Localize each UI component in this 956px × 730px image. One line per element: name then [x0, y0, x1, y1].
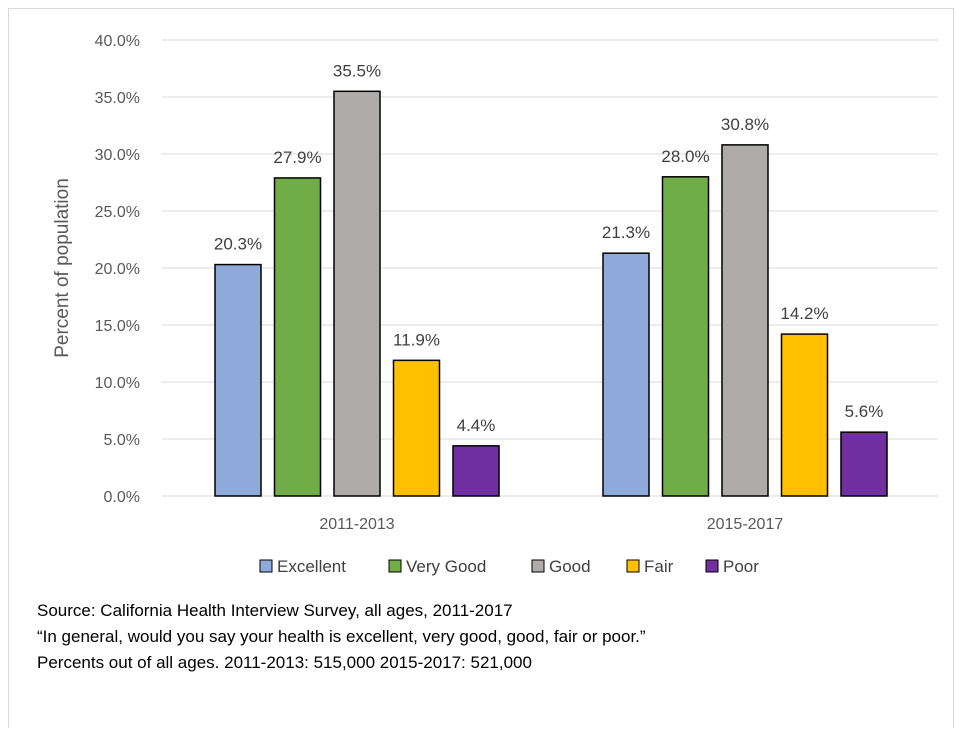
counts-note: Percents out of all ages. 2011-2013: 515… — [37, 653, 532, 672]
y-tick-label: 0.0% — [104, 489, 140, 506]
question-note: “In general, would you say your health i… — [37, 627, 646, 646]
legend-swatch — [531, 559, 545, 573]
data-label: 35.5% — [333, 61, 381, 80]
y-tick-label: 30.0% — [95, 147, 140, 164]
y-tick-label: 25.0% — [95, 204, 140, 221]
bar — [333, 90, 381, 497]
bar — [840, 431, 888, 497]
data-label: 4.4% — [457, 416, 496, 435]
bar — [721, 144, 769, 497]
y-axis-title: Percent of population — [52, 178, 73, 358]
legend-label: Very Good — [406, 557, 486, 576]
bar — [452, 445, 500, 497]
legend-label: Poor — [723, 557, 759, 576]
chart-notes: Source: California Health Interview Surv… — [37, 598, 646, 676]
data-label: 28.0% — [661, 147, 709, 166]
bar — [780, 333, 829, 497]
bar — [602, 252, 650, 497]
bar — [214, 263, 262, 497]
chart-frame — [8, 8, 954, 728]
bar-chart: 0.0% 5.0% 10.0% 15.0% 20.0% 25.0% 30.0% 35.0% 40… — [52, 33, 938, 576]
y-tick-label: 35.0% — [95, 90, 140, 107]
data-label: 27.9% — [273, 148, 321, 167]
data-label: 21.3% — [602, 223, 650, 242]
legend-swatch — [259, 559, 273, 573]
x-tick-label: 2011-2013 — [319, 516, 394, 533]
data-label: 30.8% — [721, 115, 769, 134]
y-tick-label: 15.0% — [95, 318, 140, 335]
legend-label: Fair — [644, 557, 674, 576]
legend-swatch — [626, 559, 640, 573]
bar — [661, 176, 710, 497]
legend-swatch — [388, 559, 402, 573]
y-tick-label: 40.0% — [95, 33, 140, 50]
legend-label: Excellent — [277, 557, 346, 576]
y-tick-label: 10.0% — [95, 375, 140, 392]
data-label: 11.9% — [393, 330, 440, 349]
legend-swatch — [705, 559, 719, 573]
data-label: 20.3% — [214, 235, 262, 254]
x-tick-label: 2015-2017 — [707, 516, 784, 533]
bar — [392, 359, 441, 497]
data-label: 14.2% — [780, 304, 828, 323]
data-label: 5.6% — [845, 402, 884, 421]
y-tick-label: 20.0% — [95, 261, 140, 278]
legend-label: Good — [549, 557, 591, 576]
source-note: Source: California Health Interview Surv… — [37, 601, 513, 620]
bar — [273, 177, 322, 497]
y-tick-label: 5.0% — [104, 432, 140, 449]
